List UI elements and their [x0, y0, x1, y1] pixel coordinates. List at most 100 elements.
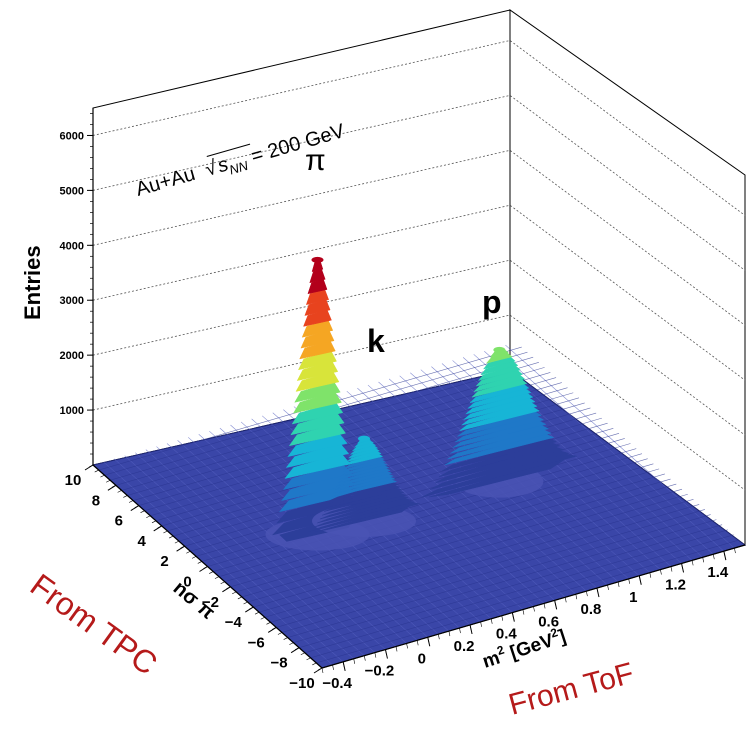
x-tick-label: −0.4 [322, 675, 352, 692]
x-minor-tick [533, 606, 535, 612]
peak-label-pi: π [305, 144, 326, 177]
annotation-from-tpc: From TPC [24, 567, 164, 683]
x-minor-tick [723, 551, 726, 557]
floor-hatch [207, 443, 631, 567]
floor-hatch [224, 458, 648, 583]
floor-hatch [253, 483, 677, 608]
x-minor-tick [670, 566, 673, 572]
y-minor-tick [174, 540, 180, 544]
floor-hatch [230, 463, 654, 588]
y-tick-label: 8 [92, 492, 100, 509]
y-minor-tick [294, 647, 300, 650]
y-minor-tick [266, 622, 271, 625]
x-tick-label: 1 [629, 589, 637, 606]
y-minor-tick [317, 667, 323, 671]
peak-top [493, 346, 506, 353]
x-tick-label: 0.2 [454, 638, 475, 655]
x-tick-label: 0 [418, 650, 426, 667]
x-axis-ticks: −0.4 −0.2 0 0.2 0.4 0.6 0.8 1 1.2 1.4 [321, 544, 746, 692]
floor-hatch [264, 493, 688, 618]
z-axis-label: Entries [20, 245, 45, 320]
y-minor-tick [106, 479, 111, 483]
x-minor-tick [332, 664, 334, 670]
y-axis-line [92, 464, 323, 669]
x-minor-tick [691, 560, 694, 566]
y-minor-tick [88, 464, 94, 468]
x-minor-tick [575, 594, 578, 600]
x-minor-tick [427, 637, 430, 643]
x-minor-tick [564, 597, 567, 603]
floor-hatch [241, 473, 665, 598]
floor-hatch [293, 519, 717, 643]
y-minor-tick [249, 606, 254, 610]
floor-hatch [213, 448, 637, 572]
z-tick-label: 2000 [60, 350, 84, 362]
y-minor-tick [277, 632, 283, 635]
x-minor-tick [586, 591, 588, 597]
x-tick-label: 1.2 [665, 576, 686, 593]
x-minor-tick [681, 563, 683, 569]
y-minor-tick [146, 515, 151, 519]
y-minor-tick [169, 535, 174, 539]
y-tick-label: −2 [202, 594, 219, 611]
x-minor-tick [734, 548, 736, 554]
y-tick-label: 4 [138, 533, 147, 550]
x-minor-tick [416, 640, 419, 646]
x-minor-tick [554, 600, 556, 606]
y-minor-tick [180, 545, 185, 549]
x-tick-label: 1.4 [707, 564, 729, 581]
x-minor-tick [543, 603, 546, 609]
x-minor-tick [448, 631, 451, 637]
x-minor-tick [321, 667, 324, 674]
floor-hatch [276, 504, 700, 628]
x-tick-label: 0.6 [538, 613, 559, 630]
y-minor-tick [220, 581, 225, 584]
peaks [265, 256, 577, 551]
y-minor-tick [243, 601, 248, 605]
y-minor-tick [203, 566, 208, 569]
x-minor-tick [522, 609, 525, 615]
z-tick-label: 3000 [60, 295, 84, 307]
x-tick-label: −0.2 [365, 663, 395, 680]
x-axis-label: m2 [GeV2] [480, 625, 569, 673]
x-minor-tick [480, 621, 482, 627]
x-minor-tick [712, 554, 715, 560]
y-minor-tick [94, 469, 99, 473]
peak-label-p: p [482, 284, 502, 320]
y-minor-tick [272, 627, 277, 630]
y-minor-tick [197, 561, 202, 564]
y-minor-tick [117, 490, 122, 493]
y-tick-label: 10 [65, 472, 82, 489]
x-minor-tick [469, 624, 472, 631]
y-minor-tick [312, 662, 317, 666]
x-minor-tick [638, 575, 641, 581]
x-minor-tick [438, 634, 440, 640]
x-minor-tick [501, 615, 504, 621]
y-tick-label: 6 [115, 513, 123, 530]
x-minor-tick [490, 618, 493, 624]
y-tick-label: −4 [225, 614, 243, 631]
plot-frame [91, 9, 747, 669]
y-minor-tick [191, 556, 197, 559]
floor-hatch [218, 453, 643, 577]
y-minor-tick [209, 571, 214, 574]
y-minor-tick [128, 500, 134, 503]
peak-top [358, 435, 371, 442]
x-minor-tick [628, 578, 630, 584]
x-minor-tick [364, 655, 366, 661]
title-subscript: NN [228, 158, 251, 178]
x-tick-label: 0.8 [581, 601, 602, 618]
z-tick-label: 5000 [60, 185, 84, 197]
floor-hatch [287, 514, 711, 638]
x-minor-tick [512, 612, 514, 618]
annotation-from-tof: From ToF [505, 657, 637, 722]
y-tick-label: −10 [289, 675, 314, 692]
floor-hatch [281, 509, 706, 633]
y-minor-tick [283, 637, 288, 640]
x-minor-tick [617, 581, 620, 587]
floor-hatch [258, 488, 683, 613]
x-minor-tick [374, 652, 377, 658]
